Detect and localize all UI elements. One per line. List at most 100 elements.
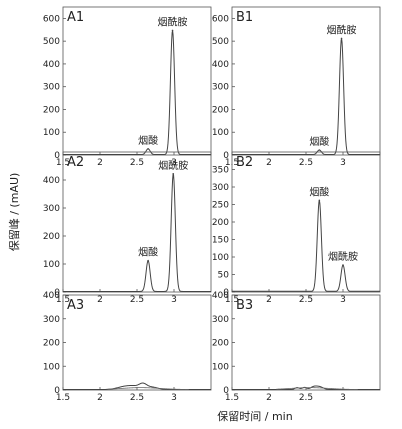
- y-tick-label: 0: [223, 386, 229, 396]
- chromatogram-trace: [232, 200, 380, 292]
- y-tick-label: 500: [43, 37, 60, 47]
- chromatogram-trace: [232, 38, 380, 156]
- x-tick-label: 2.5: [299, 295, 313, 305]
- y-tick-label: 0: [223, 151, 229, 161]
- y-tick-label: 300: [212, 315, 229, 325]
- peak-label: 烟酰胺: [158, 159, 188, 172]
- x-tick-label: 1.5: [56, 393, 70, 403]
- x-tick-label: 3: [171, 158, 177, 168]
- y-tick-label: 100: [212, 253, 229, 263]
- y-tick-label: 200: [43, 232, 60, 242]
- peak-apex: [340, 37, 343, 40]
- x-tick-label: 3: [171, 393, 177, 403]
- y-tick-label: 400: [43, 291, 60, 301]
- y-tick-label: 100: [43, 260, 60, 270]
- y-tick-label: 0: [54, 386, 60, 396]
- peak-label: 烟酸: [309, 185, 329, 198]
- plot-frame: [62, 294, 212, 391]
- x-tick-label: 2: [97, 158, 103, 168]
- panel-label: A3: [67, 298, 84, 313]
- y-tick-label: 100: [43, 128, 60, 138]
- y-tick-label: 600: [43, 14, 60, 24]
- plot-frame: [231, 294, 381, 391]
- y-tick-label: 100: [43, 362, 60, 372]
- x-tick-label: 3: [340, 158, 346, 168]
- y-tick-label: 600: [212, 14, 229, 24]
- peak-label: 烟酰胺: [158, 15, 188, 28]
- peak-label: 烟酸: [138, 246, 158, 259]
- peak-apex: [172, 173, 175, 175]
- plot-frame: [62, 6, 212, 156]
- chromatogram-trace: [63, 173, 211, 292]
- x-tick-label: 2.5: [299, 393, 313, 403]
- panel-a3: 0 100 200 300 400 1.5 2 2.5 3 A3: [43, 291, 212, 403]
- x-tick-label: 3: [171, 295, 177, 305]
- y-tick-label: 300: [43, 315, 60, 325]
- x-tick-label: 1.5: [225, 393, 239, 403]
- peak-apex: [147, 148, 149, 150]
- y-tick-label: 200: [212, 105, 229, 115]
- x-tick-label: 2.5: [130, 158, 144, 168]
- baseline-trace: [107, 387, 189, 390]
- baseline-trace: [276, 387, 358, 390]
- peak-apex: [318, 149, 321, 151]
- peak-apex: [342, 264, 344, 266]
- panel-label: B2: [236, 155, 253, 170]
- panel-label: B1: [236, 10, 253, 25]
- y-tick-label: 200: [43, 105, 60, 115]
- peak-label: 烟酰胺: [327, 23, 357, 36]
- y-tick-label: 500: [212, 37, 229, 47]
- y-tick-label: 0: [54, 288, 60, 298]
- y-tick-label: 0: [54, 151, 60, 161]
- x-tick-label: 2.5: [130, 393, 144, 403]
- y-tick-label: 100: [212, 128, 229, 138]
- y-tick-label: 200: [43, 339, 60, 349]
- peak-apex: [171, 29, 174, 32]
- y-tick-label: 400: [43, 60, 60, 70]
- peak-label: 烟酸: [309, 135, 329, 148]
- x-tick-label: 2.5: [299, 158, 313, 168]
- y-tick-label: 400: [212, 291, 229, 301]
- panel-label: A2: [67, 155, 84, 170]
- y-tick-label: 300: [212, 183, 229, 193]
- x-tick-label: 2: [266, 158, 272, 168]
- y-axis-title: 保留峰 / (mAU): [7, 173, 21, 252]
- y-tick-label: 300: [212, 83, 229, 93]
- panel-b3: 0 100 200 300 400 1.5 2 2.5 3 B3: [212, 291, 381, 403]
- plot-frame: [231, 6, 381, 156]
- peak-apex: [147, 259, 149, 262]
- y-tick-label: 350: [212, 166, 229, 176]
- x-tick-label: 2: [97, 295, 103, 305]
- x-tick-label: 3: [340, 295, 346, 305]
- x-tick-label: 2: [266, 393, 272, 403]
- peak-label: 烟酸: [138, 134, 158, 147]
- y-tick-label: 150: [212, 236, 229, 246]
- x-axis-title: 保留时间 / min: [217, 409, 292, 423]
- y-tick-label: 0: [223, 288, 229, 298]
- y-tick-label: 300: [43, 83, 60, 93]
- peak-apex: [318, 199, 321, 202]
- x-tick-label: 3: [340, 393, 346, 403]
- y-tick-label: 50: [218, 271, 230, 281]
- y-tick-label: 200: [212, 339, 229, 349]
- chromatogram-trace: [63, 30, 211, 156]
- x-tick-label: 2.5: [130, 295, 144, 305]
- panel-label: A1: [67, 10, 84, 25]
- x-tick-label: 2: [97, 393, 103, 403]
- y-tick-label: 400: [43, 176, 60, 186]
- y-tick-label: 400: [212, 60, 229, 70]
- y-tick-label: 250: [212, 201, 229, 211]
- panel-label: B3: [236, 298, 253, 313]
- y-tick-label: 200: [212, 218, 229, 228]
- plot-frame: [231, 151, 381, 293]
- plot-frame: [62, 151, 212, 293]
- peak-label: 烟酰胺: [328, 250, 358, 263]
- y-tick-label: 300: [43, 204, 60, 214]
- x-tick-label: 2: [266, 295, 272, 305]
